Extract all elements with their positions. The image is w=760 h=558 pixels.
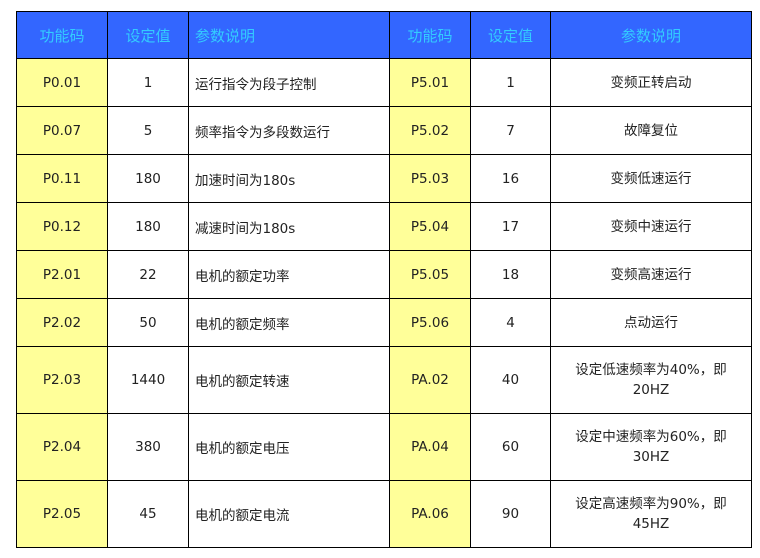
function-code-cell: PA.02 xyxy=(389,346,471,414)
function-code-cell: P2.05 xyxy=(16,480,108,548)
parameter-table: 功能码 设定值 参数说明 功能码 设定值 参数说明 P0.01 1 运行指令为段子控… xyxy=(16,11,752,548)
set-value-cell: 45 xyxy=(107,480,189,548)
set-value-cell: 17 xyxy=(470,202,551,251)
description-cell: 电机的额定频率 xyxy=(188,298,390,347)
header-description-2: 参数说明 xyxy=(550,11,752,59)
header-code: 功能码 xyxy=(16,11,108,59)
function-code-cell: P2.02 xyxy=(16,298,108,347)
table-row: P2.01 22 电机的额定功率 P5.05 18 变频高速运行 xyxy=(16,250,752,299)
set-value-cell: 380 xyxy=(107,413,189,481)
function-code-cell: PA.04 xyxy=(389,413,471,481)
description-cell: 设定低速频率为40%，即20HZ xyxy=(550,346,752,414)
set-value-cell: 4 xyxy=(470,298,551,347)
set-value-cell: 1440 xyxy=(107,346,189,414)
set-value-cell: 40 xyxy=(470,346,551,414)
description-cell: 电机的额定电压 xyxy=(188,413,390,481)
description-cell: 频率指令为多段数运行 xyxy=(188,106,390,155)
function-code-cell: P2.04 xyxy=(16,413,108,481)
description-cell: 电机的额定转速 xyxy=(188,346,390,414)
table-row: P2.02 50 电机的额定频率 P5.06 4 点动运行 xyxy=(16,298,752,347)
set-value-cell: 18 xyxy=(470,250,551,299)
header-code-2: 功能码 xyxy=(389,11,471,59)
description-cell: 减速时间为180s xyxy=(188,202,390,251)
function-code-cell: P2.01 xyxy=(16,250,108,299)
table-row: P0.01 1 运行指令为段子控制 P5.01 1 变频正转启动 xyxy=(16,58,752,107)
function-code-cell: P5.01 xyxy=(389,58,471,107)
set-value-cell: 5 xyxy=(107,106,189,155)
set-value-cell: 60 xyxy=(470,413,551,481)
description-cell: 运行指令为段子控制 xyxy=(188,58,390,107)
description-cell: 电机的额定功率 xyxy=(188,250,390,299)
function-code-cell: P5.04 xyxy=(389,202,471,251)
description-cell: 故障复位 xyxy=(550,106,752,155)
function-code-cell: P2.03 xyxy=(16,346,108,414)
function-code-cell: P5.02 xyxy=(389,106,471,155)
set-value-cell: 90 xyxy=(470,480,551,548)
table-row: P2.04 380 电机的额定电压 PA.04 60 设定中速频率为60%，即30HZ xyxy=(16,413,752,481)
function-code-cell: P5.03 xyxy=(389,154,471,203)
function-code-cell: PA.06 xyxy=(389,480,471,548)
set-value-cell: 22 xyxy=(107,250,189,299)
function-code-cell: P5.06 xyxy=(389,298,471,347)
set-value-cell: 1 xyxy=(107,58,189,107)
description-cell: 变频低速运行 xyxy=(550,154,752,203)
table-row: P2.05 45 电机的额定电流 PA.06 90 设定高速频率为90%，即45HZ xyxy=(16,480,752,548)
function-code-cell: P0.01 xyxy=(16,58,108,107)
table-row: P0.12 180 减速时间为180s P5.04 17 变频中速运行 xyxy=(16,202,752,251)
function-code-cell: P0.07 xyxy=(16,106,108,155)
description-cell: 设定高速频率为90%，即45HZ xyxy=(550,480,752,548)
function-code-cell: P5.05 xyxy=(389,250,471,299)
header-description: 参数说明 xyxy=(188,11,390,59)
table-row: P2.03 1440 电机的额定转速 PA.02 40 设定低速频率为40%，即20HZ xyxy=(16,346,752,414)
header-value-2: 设定值 xyxy=(470,11,551,59)
header-value: 设定值 xyxy=(107,11,189,59)
table-row: P0.11 180 加速时间为180s P5.03 16 变频低速运行 xyxy=(16,154,752,203)
function-code-cell: P0.11 xyxy=(16,154,108,203)
set-value-cell: 7 xyxy=(470,106,551,155)
set-value-cell: 16 xyxy=(470,154,551,203)
table-row: P0.07 5 频率指令为多段数运行 P5.02 7 故障复位 xyxy=(16,106,752,155)
description-cell: 变频高速运行 xyxy=(550,250,752,299)
set-value-cell: 180 xyxy=(107,202,189,251)
function-code-cell: P0.12 xyxy=(16,202,108,251)
set-value-cell: 1 xyxy=(470,58,551,107)
header-row: 功能码 设定值 参数说明 功能码 设定值 参数说明 xyxy=(16,11,752,59)
set-value-cell: 180 xyxy=(107,154,189,203)
description-cell: 设定中速频率为60%，即30HZ xyxy=(550,413,752,481)
description-cell: 点动运行 xyxy=(550,298,752,347)
description-cell: 变频正转启动 xyxy=(550,58,752,107)
description-cell: 加速时间为180s xyxy=(188,154,390,203)
description-cell: 电机的额定电流 xyxy=(188,480,390,548)
description-cell: 变频中速运行 xyxy=(550,202,752,251)
set-value-cell: 50 xyxy=(107,298,189,347)
